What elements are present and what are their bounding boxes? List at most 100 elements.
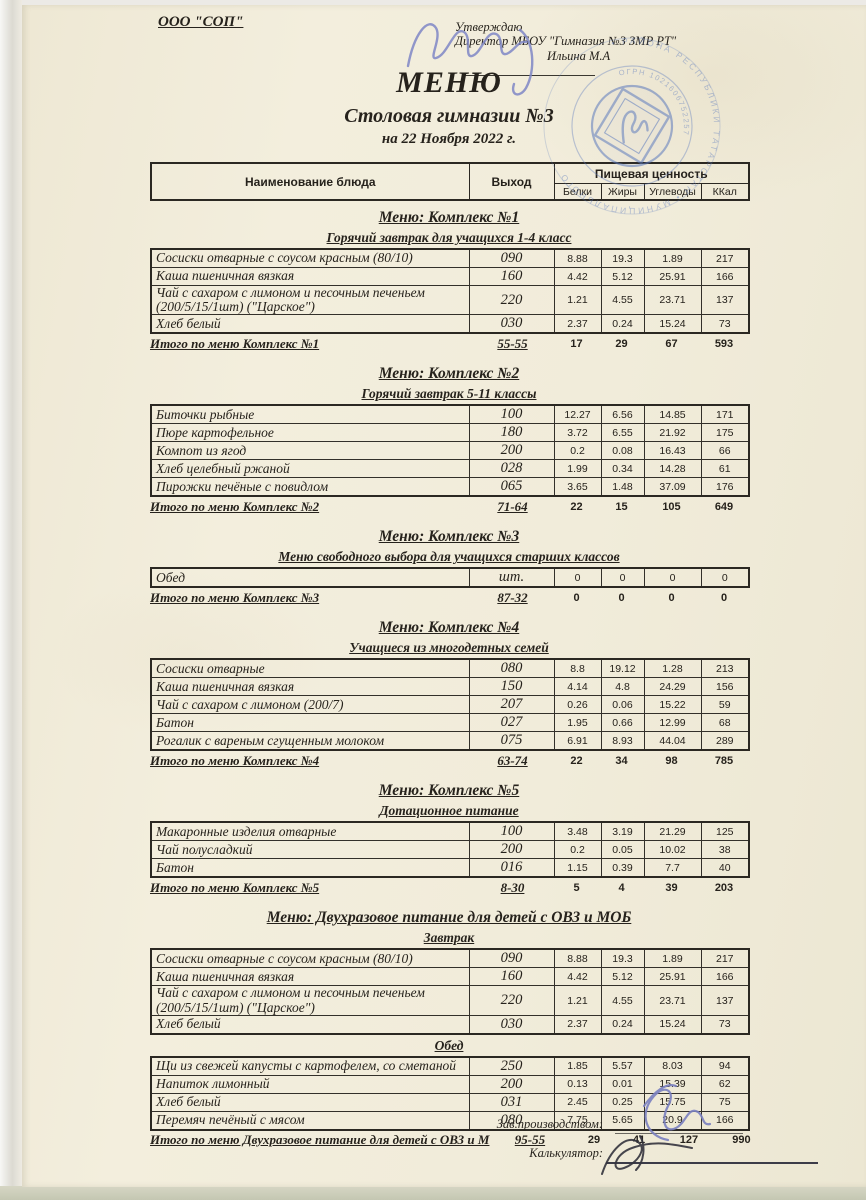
col-header-out: Выход <box>468 162 555 201</box>
dish-carbs: 20.9 <box>643 1110 702 1131</box>
total-kcal: 649 <box>714 500 734 513</box>
dish-fat: 6.55 <box>600 423 645 443</box>
meal-group-label: Учащиеся из многодетных семей <box>349 640 549 656</box>
total-carbs: 105 <box>662 500 681 513</box>
dish-carbs: 15.22 <box>643 695 702 715</box>
dish-carbs: 15.39 <box>643 1074 702 1094</box>
dish-row: Каша пшеничная вязкая 160 4.42 5.12 25.91 166 <box>150 967 750 987</box>
dish-fat: 5.65 <box>600 1110 645 1131</box>
menu-section: Меню: Комплекс №2 Горячий завтрак 5-11 кл… <box>150 365 750 515</box>
dish-protein: 1.21 <box>553 985 602 1016</box>
dish-row: Рогалик с вареным сгущенным молоком 075 6.… <box>150 731 750 751</box>
dish-fat: 5.12 <box>600 967 645 987</box>
dish-row: Чай с сахаром с лимоном и песочным печен… <box>150 985 750 1016</box>
dish-fat: 4.55 <box>600 985 645 1016</box>
dish-name: Каша пшеничная вязкая <box>150 967 470 987</box>
dish-protein: 8.8 <box>553 658 602 679</box>
dish-fat: 0.34 <box>600 459 645 479</box>
dish-row: Компот из ягод 200 0.2 0.08 16.43 66 <box>150 441 750 461</box>
dish-protein: 0.2 <box>553 840 602 860</box>
dish-out: 200 <box>468 1074 555 1094</box>
col-header-carbs: Углеводы <box>643 183 702 201</box>
dish-fat: 0.06 <box>600 695 645 715</box>
dish-kcal: 156 <box>700 677 750 697</box>
dish-kcal: 289 <box>700 731 750 751</box>
title-block: МЕНЮ Столовая гимназии №3 на 22 Ноября 2… <box>150 66 748 148</box>
dish-name: Чай с сахаром с лимоном и песочным печен… <box>150 985 470 1016</box>
dish-name: Биточки рыбные <box>150 404 470 425</box>
dish-fat: 3.19 <box>600 821 645 842</box>
approval-word: Утверждаю <box>455 20 523 34</box>
total-carbs: 0 <box>668 591 675 604</box>
dish-kcal: 66 <box>700 441 750 461</box>
col-header-nutrition: Пищевая ценность <box>553 162 750 184</box>
dish-out: шт. <box>468 567 555 588</box>
dish-carbs: 23.71 <box>643 284 702 316</box>
section-total: Итого по меню Комплекс №3 87-32 0 0 0 0 <box>150 589 748 606</box>
total-kcal: 785 <box>714 754 734 767</box>
dish-name: Хлеб белый <box>150 1092 470 1112</box>
dish-fat: 0.24 <box>600 1014 645 1035</box>
section-title: Меню: Комплекс №4 <box>378 619 520 637</box>
dish-row: Батон 016 1.15 0.39 7.7 40 <box>150 858 750 878</box>
dish-carbs: 25.91 <box>643 967 702 987</box>
organization-name: ООО "СОП" <box>158 14 244 30</box>
page-subtitle: Столовая гимназии №3 <box>344 105 554 127</box>
total-carbs: 67 <box>665 337 678 350</box>
total-out: 55-55 <box>497 335 528 351</box>
dish-protein: 2.37 <box>553 314 602 334</box>
dish-fat: 19.3 <box>600 948 645 969</box>
dish-row: Перемяч печёный с мясом 080 7.75 5.65 20.9 16… <box>150 1110 750 1131</box>
dish-fat: 5.57 <box>600 1056 645 1076</box>
dish-protein: 1.95 <box>553 713 602 733</box>
dish-protein: 4.14 <box>553 677 602 697</box>
dish-row: Хлеб целебный ржаной 028 1.99 0.34 14.28 61 <box>150 459 750 479</box>
dish-fat: 0.66 <box>600 713 645 733</box>
menu-section: Меню: Комплекс №1 Горячий завтрак для уча… <box>150 209 750 352</box>
dish-protein: 3.48 <box>553 821 602 842</box>
total-protein: 0 <box>573 591 580 604</box>
approval-signer: Ильина М.А <box>547 48 611 63</box>
dish-fat: 0 <box>600 567 645 588</box>
dish-fat: 4.8 <box>600 677 645 697</box>
total-label: Итого по меню Комплекс №5 <box>150 879 320 895</box>
dish-name: Компот из ягод <box>150 441 470 461</box>
total-out: 95-55 <box>514 1132 546 1148</box>
meal-group-label: Горячий завтрак для учащихся 1-4 класс <box>326 230 572 245</box>
section-total: Итого по меню Комплекс №4 63-74 22 34 98 785 <box>150 752 748 769</box>
dish-fat: 0.01 <box>600 1074 645 1094</box>
section-total: Итого по меню Комплекс №2 71-64 22 15 105 649 <box>150 498 748 515</box>
dish-name: Чай полусладкий <box>150 840 470 860</box>
dish-carbs: 21.29 <box>643 821 702 842</box>
dish-kcal: 73 <box>700 1014 750 1035</box>
dish-kcal: 137 <box>700 985 750 1016</box>
col-header-protein: Белки <box>553 183 602 201</box>
dish-protein: 2.45 <box>553 1092 602 1112</box>
menu-body: Наименование блюда Выход Пищевая ценност… <box>150 162 751 1149</box>
col-header-dish-name: Наименование блюда <box>150 162 470 201</box>
total-kcal: 593 <box>714 337 734 350</box>
dish-kcal: 137 <box>700 284 750 316</box>
dish-protein: 3.72 <box>553 423 602 443</box>
dish-out: 200 <box>468 441 555 461</box>
dish-out: 100 <box>468 404 555 425</box>
total-fat: 29 <box>615 337 628 350</box>
total-carbs: 127 <box>679 1134 699 1147</box>
dish-row: Сосиски отварные с соусом красным (80/10… <box>150 948 750 969</box>
column-header-table: Наименование блюда Выход Пищевая ценност… <box>150 162 750 201</box>
dish-kcal: 217 <box>700 248 750 268</box>
dish-out: 200 <box>468 840 555 860</box>
menu-date: на 22 Ноября 2022 г. <box>381 131 517 147</box>
dish-fat: 0.08 <box>600 441 645 461</box>
col-header-kcal: ККал <box>700 183 750 201</box>
dish-row: Хлеб белый 030 2.37 0.24 15.24 73 <box>150 314 750 334</box>
calculator-signature-line <box>606 1162 818 1164</box>
dish-out: 160 <box>468 267 555 286</box>
dish-name: Каша пшеничная вязкая <box>150 267 470 286</box>
dish-out: 075 <box>468 731 555 751</box>
total-kcal: 0 <box>720 591 728 604</box>
dish-carbs: 16.43 <box>643 441 702 461</box>
dish-protein: 1.21 <box>553 284 602 316</box>
dish-out: 180 <box>468 423 555 443</box>
dish-name: Напиток лимонный <box>150 1074 470 1094</box>
